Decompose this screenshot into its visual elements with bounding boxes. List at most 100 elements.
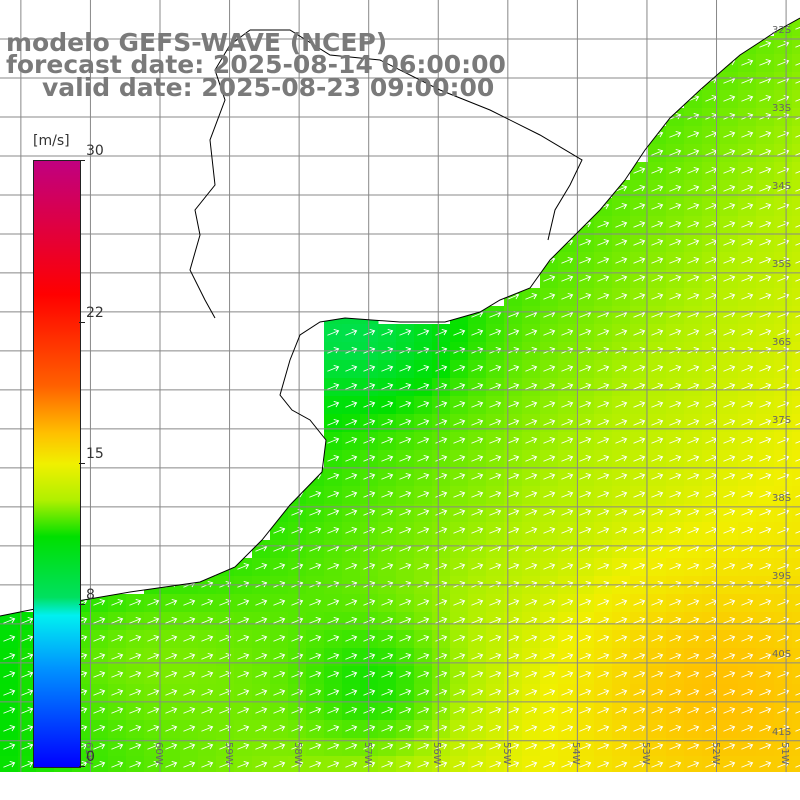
wind-arrow xyxy=(435,491,448,498)
wind-arrow xyxy=(633,725,646,732)
wind-arrow xyxy=(651,329,664,336)
wind-arrow xyxy=(543,761,556,768)
wind-arrow xyxy=(381,365,394,372)
wind-arrow xyxy=(543,437,556,444)
wind-arrow xyxy=(561,293,574,300)
wind-arrow xyxy=(687,419,700,426)
wind-arrow xyxy=(579,689,592,696)
wind-arrow xyxy=(165,599,178,606)
wind-arrow xyxy=(723,617,736,624)
wind-arrow xyxy=(525,707,538,714)
wind-arrow xyxy=(543,527,556,534)
wind-arrow xyxy=(741,239,754,246)
wind-arrow xyxy=(417,527,430,534)
wind-arrow xyxy=(417,401,430,408)
wind-arrow xyxy=(795,404,800,408)
wind-arrow xyxy=(633,653,646,660)
wind-arrow xyxy=(651,599,664,606)
wind-arrow xyxy=(669,563,682,570)
wind-arrow xyxy=(327,473,340,480)
wind-arrow xyxy=(759,563,772,570)
wind-arrow xyxy=(795,350,800,354)
field-cell xyxy=(792,216,800,235)
wind-arrow xyxy=(417,707,430,714)
field-cell xyxy=(792,234,800,253)
wind-arrow xyxy=(777,437,790,444)
wind-arrow xyxy=(777,257,790,264)
wind-arrow xyxy=(759,149,772,156)
wind-arrow xyxy=(219,617,232,624)
wind-arrow xyxy=(579,653,592,660)
wind-arrow xyxy=(561,365,574,372)
wind-arrow xyxy=(201,761,214,768)
wind-arrow xyxy=(579,509,592,516)
wind-arrow xyxy=(237,563,250,570)
wind-arrow xyxy=(165,635,178,642)
wind-arrow xyxy=(633,419,646,426)
wind-arrow xyxy=(255,617,268,624)
wind-arrow xyxy=(435,383,448,390)
longitude-label: 56W xyxy=(431,742,443,765)
wind-arrow xyxy=(669,239,682,246)
field-cell xyxy=(792,360,800,379)
wind-arrow xyxy=(381,599,394,606)
wind-arrow xyxy=(723,293,736,300)
wind-arrow xyxy=(741,473,754,480)
wind-arrow xyxy=(327,419,340,426)
wind-arrow xyxy=(399,509,412,516)
wind-arrow xyxy=(795,548,800,552)
wind-arrow xyxy=(3,707,16,714)
wind-arrow xyxy=(723,473,736,480)
wind-arrow xyxy=(21,761,34,768)
wind-arrow xyxy=(615,239,628,246)
field-cell xyxy=(792,414,800,433)
wind-arrow xyxy=(309,761,322,768)
wind-arrow xyxy=(489,329,502,336)
wind-arrow xyxy=(723,401,736,408)
wind-arrow xyxy=(597,365,610,372)
wind-arrow xyxy=(21,725,34,732)
wind-arrow xyxy=(741,293,754,300)
wind-arrow xyxy=(93,635,106,642)
wind-arrow xyxy=(759,419,772,426)
wind-arrow xyxy=(633,491,646,498)
wind-arrow xyxy=(669,293,682,300)
wind-arrow xyxy=(399,671,412,678)
wind-arrow xyxy=(759,167,772,174)
wind-arrow xyxy=(327,401,340,408)
wind-arrow xyxy=(759,473,772,480)
wind-arrow xyxy=(723,725,736,732)
wind-arrow xyxy=(507,329,520,336)
field-cell xyxy=(792,756,800,775)
wind-arrow xyxy=(381,743,394,750)
wind-arrow xyxy=(741,563,754,570)
wind-arrow xyxy=(795,80,800,84)
wind-arrow xyxy=(759,203,772,210)
wind-arrow xyxy=(273,707,286,714)
wind-arrow xyxy=(795,656,800,660)
wind-arrow xyxy=(327,707,340,714)
wind-arrow xyxy=(795,368,800,372)
wind-arrow xyxy=(345,527,358,534)
longitude-label: 52W xyxy=(709,742,721,765)
wind-arrow xyxy=(687,131,700,138)
wind-arrow xyxy=(309,563,322,570)
wind-arrow xyxy=(759,329,772,336)
wind-arrow xyxy=(327,635,340,642)
wind-arrow xyxy=(21,743,34,750)
wind-arrow xyxy=(435,401,448,408)
wind-arrow xyxy=(723,527,736,534)
field-cell xyxy=(792,324,800,343)
wind-arrow xyxy=(453,599,466,606)
wind-arrow xyxy=(345,383,358,390)
wind-arrow xyxy=(237,671,250,678)
wind-arrow xyxy=(579,491,592,498)
wind-arrow xyxy=(741,257,754,264)
wind-arrow xyxy=(687,653,700,660)
wind-arrow xyxy=(453,635,466,642)
wind-arrow xyxy=(219,653,232,660)
wind-arrow xyxy=(147,761,160,768)
wind-arrow xyxy=(453,365,466,372)
wind-arrow xyxy=(111,635,124,642)
wind-arrow xyxy=(345,509,358,516)
